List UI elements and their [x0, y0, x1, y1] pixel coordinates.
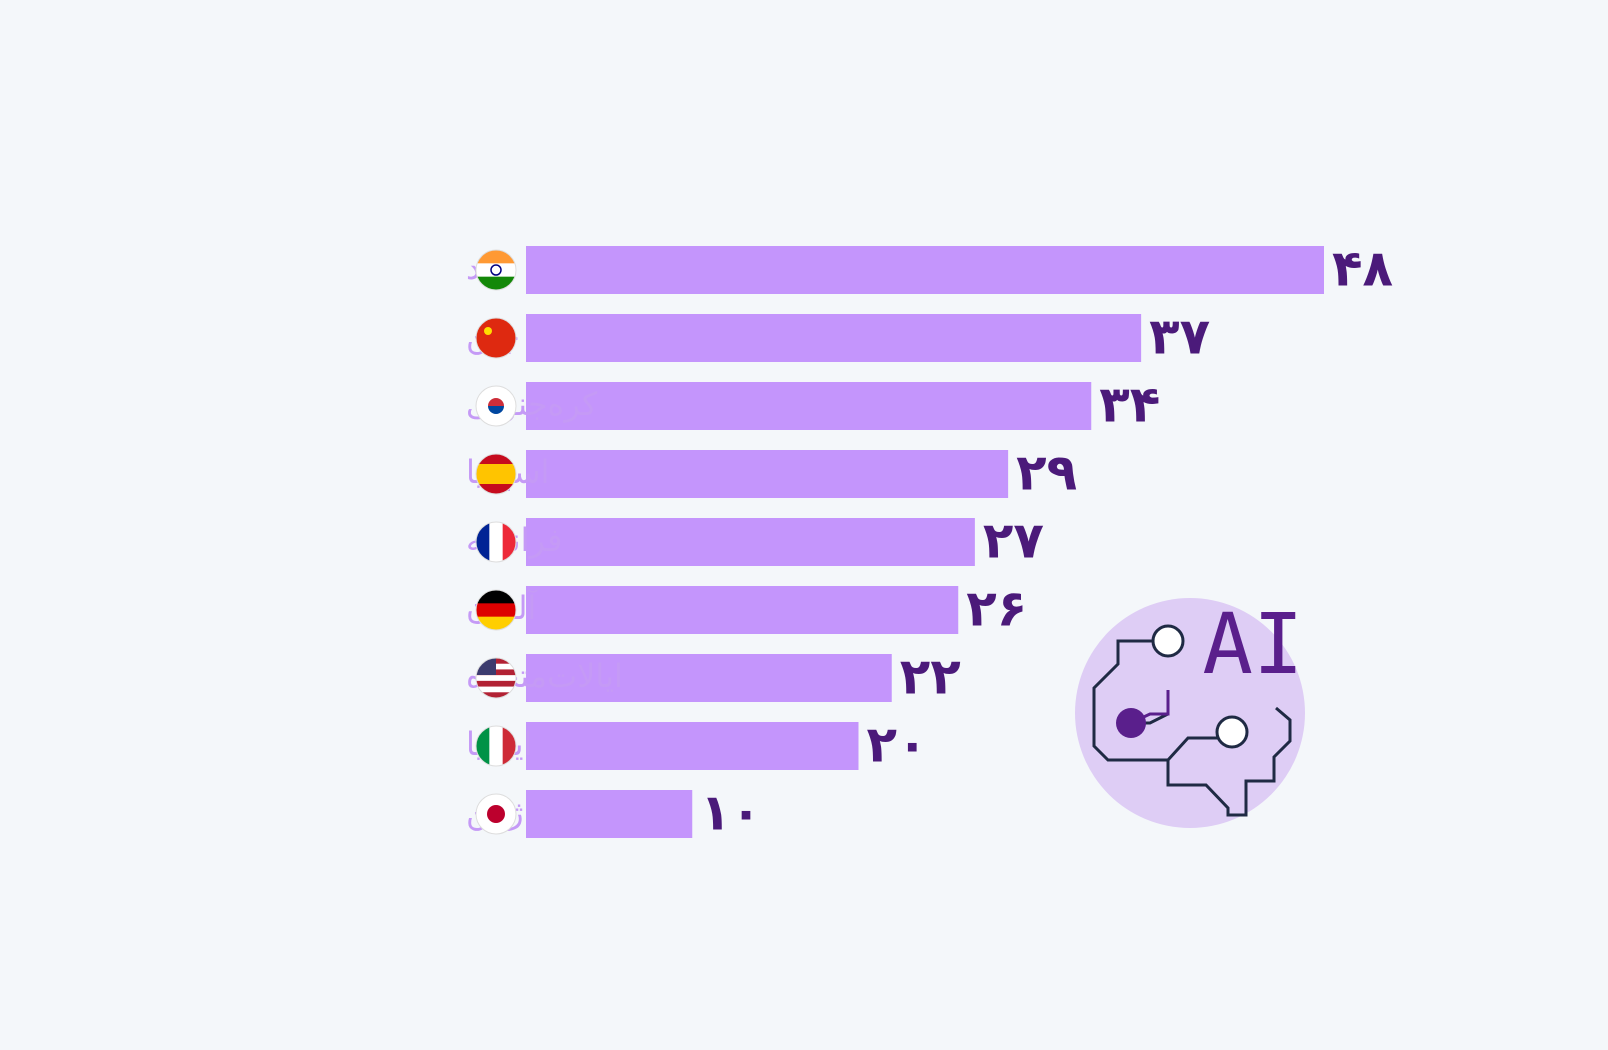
flag-stripe	[476, 692, 516, 698]
ai-icon: AI	[1075, 595, 1305, 828]
flag-stripe	[476, 616, 516, 630]
flag-stripe	[476, 263, 516, 278]
bar	[526, 722, 859, 770]
node	[1151, 624, 1185, 658]
flag-stripe	[476, 675, 516, 682]
value-label: ۴۸	[1332, 240, 1393, 298]
bar	[526, 518, 975, 566]
flag-detail	[490, 264, 502, 276]
flag-border	[475, 589, 517, 631]
flag-border	[475, 249, 517, 291]
flag-stripe	[476, 726, 490, 766]
flag-border	[475, 793, 517, 835]
flag-stripe	[476, 484, 516, 494]
flag-stripe	[476, 454, 516, 465]
flag-stripe	[476, 474, 516, 485]
icon-circle	[1075, 598, 1305, 828]
node	[1215, 715, 1249, 749]
bar	[526, 790, 693, 838]
flag-border	[475, 453, 517, 495]
value-label: ۱۰	[700, 784, 761, 842]
flag-border	[475, 385, 517, 427]
flag-detail	[484, 327, 492, 335]
icon-text: AI	[1202, 595, 1303, 693]
bar	[526, 314, 1142, 362]
bar	[526, 586, 959, 634]
node	[1116, 708, 1146, 738]
flag-stripe	[502, 726, 516, 766]
value-label: ۲۲	[900, 648, 961, 706]
value-label: ۲۹	[1016, 444, 1077, 502]
value-label: ۲۶	[966, 580, 1027, 638]
flag-border	[475, 317, 517, 359]
value-label: ۳۴	[1099, 376, 1160, 434]
value-label: ۳۷	[1149, 308, 1210, 366]
flag	[476, 318, 516, 358]
flag-stripe	[476, 686, 516, 693]
flag-stripe	[476, 590, 516, 604]
flag-stripe	[476, 464, 516, 475]
flag-stripe	[476, 603, 516, 618]
flag	[476, 794, 516, 834]
flag-stripe	[489, 522, 504, 562]
flag	[476, 386, 516, 426]
flag-border	[475, 657, 517, 699]
flag-stripe	[476, 250, 516, 264]
bar	[526, 450, 1009, 498]
flag-stripe	[489, 726, 504, 766]
flag-detail	[488, 406, 504, 414]
flag-stripe	[476, 680, 516, 688]
flag	[476, 250, 516, 290]
bar	[526, 382, 1092, 430]
flag-stripe	[476, 276, 516, 290]
flag	[476, 454, 516, 494]
flag-stripe	[476, 318, 516, 358]
flag-border	[475, 521, 517, 563]
flag-stripe	[502, 522, 516, 562]
flag	[476, 522, 516, 562]
flag	[476, 726, 516, 766]
flag-detail	[487, 805, 505, 823]
value-label: ۲۷	[983, 512, 1044, 570]
flag-detail	[488, 398, 504, 406]
value-label: ۲۰	[867, 716, 928, 774]
bar	[526, 246, 1324, 294]
flag-stripe	[476, 522, 490, 562]
bar	[526, 654, 892, 702]
flag-border	[475, 725, 517, 767]
flag	[476, 590, 516, 630]
